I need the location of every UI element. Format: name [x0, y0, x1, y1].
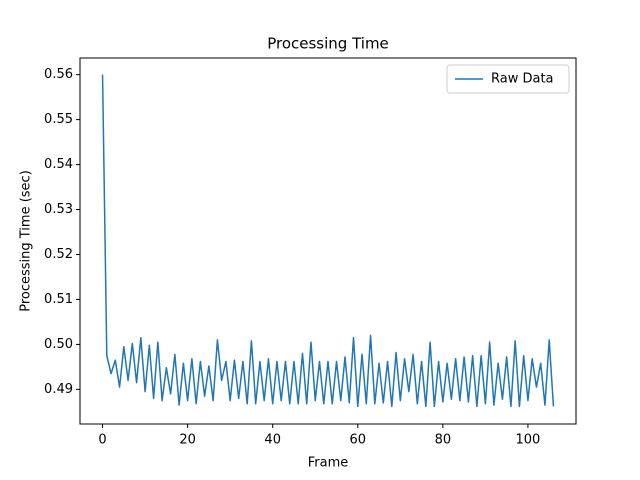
y-tick-label: 0.51	[44, 292, 73, 307]
y-tick-label: 0.54	[44, 157, 73, 172]
legend-box	[446, 64, 570, 94]
data-line	[101, 74, 555, 408]
y-tick-label: 0.55	[44, 112, 73, 127]
x-tick-label: 40	[264, 433, 281, 448]
plot-frame	[79, 57, 577, 425]
y-tick-label: 0.56	[44, 67, 73, 82]
y-tick-label: 0.53	[44, 202, 73, 217]
x-tick-label: 0	[98, 433, 106, 448]
legend-label: Raw Data	[491, 72, 554, 87]
y-tick-label: 0.52	[44, 247, 73, 262]
y-tick-label: 0.50	[44, 337, 73, 352]
x-tick-label: 100	[516, 433, 541, 448]
x-tick-label: 60	[350, 433, 367, 448]
y-tick-label: 0.49	[44, 382, 73, 397]
y-axis-label: Processing Time (sec)	[19, 170, 34, 312]
x-tick-label: 20	[179, 433, 196, 448]
chart-title: Processing Time	[267, 35, 389, 53]
x-tick-label: 80	[435, 433, 452, 448]
x-axis-label: Frame	[308, 456, 349, 471]
